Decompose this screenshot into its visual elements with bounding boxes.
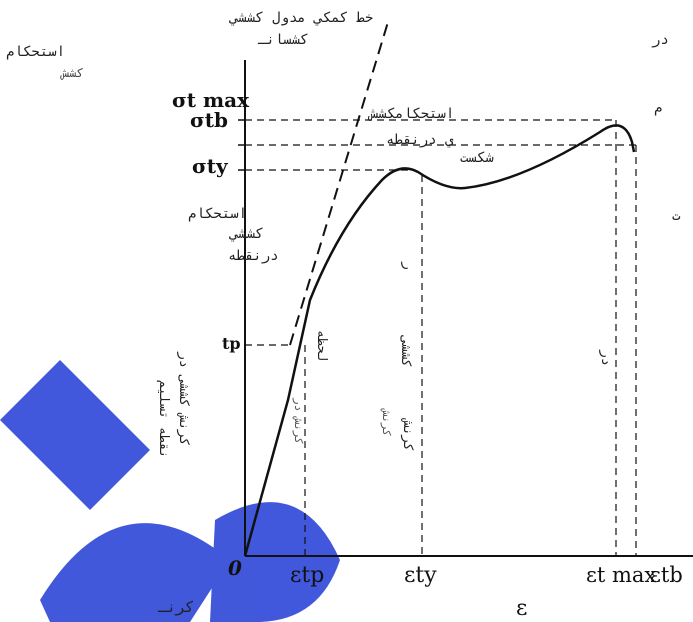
yield-strength-annotation-3: درنقطه xyxy=(228,248,279,264)
bottom-left-annotation: کرنـ xyxy=(158,598,195,616)
watermark-stroke-2 xyxy=(40,523,230,622)
strength-at-break-annotation-2: ي درنقطه xyxy=(386,132,454,148)
vertical-text-5: کششی xyxy=(398,336,413,368)
tangent-line-annotation: خط کمکي مدول کششي xyxy=(230,10,374,26)
vertical-text-3: لحظه xyxy=(314,330,329,362)
watermark-stroke-1 xyxy=(0,360,150,510)
label-sigma-ty: σty xyxy=(192,154,228,178)
vertical-text-8: ر xyxy=(400,262,415,270)
tangent-line xyxy=(289,21,389,346)
strength-at-break-annotation-3: شکست xyxy=(460,150,494,166)
right-edge-text-mid: م xyxy=(654,100,663,116)
vertical-text-2: نقطه تسلیم xyxy=(156,380,171,459)
label-sigma-tb: σtb xyxy=(190,108,228,132)
stress-strain-curve xyxy=(243,124,636,557)
vertical-text-4: کرنش در xyxy=(292,398,305,445)
label-origin: 0 xyxy=(228,556,242,580)
label-sigma-t-max: σt max xyxy=(172,88,249,112)
label-eps-ty: εty xyxy=(404,563,437,588)
label-sigma-tp: tp xyxy=(222,334,241,353)
label-eps-t-max: εt max xyxy=(586,563,657,587)
right-edge-text-top: در xyxy=(652,32,669,48)
yield-strength-annotation: استحکام xyxy=(188,206,248,222)
right-edge-text-low: ت xyxy=(672,208,681,224)
tensile-strength-annotation-sub: کشش xyxy=(62,66,84,80)
strength-at-break-annotation: استحکامکشش xyxy=(370,106,455,122)
label-eps-tp: εtp xyxy=(290,563,325,588)
tangent-line-annotation-sub: کشسانـ xyxy=(258,32,309,48)
vertical-text-9: در xyxy=(598,350,613,366)
watermark-stroke-3 xyxy=(210,502,340,622)
label-eps-tb: εtb xyxy=(650,563,683,587)
tensile-strength-annotation: استحکام xyxy=(6,44,66,60)
label-eps-axis: ε xyxy=(516,596,528,621)
vertical-text-6: کرنش xyxy=(400,420,415,452)
yield-strength-annotation-2: کششي xyxy=(230,226,264,242)
vertical-text-7: کرنش xyxy=(380,410,393,437)
vertical-text-1: کرنش کششی در xyxy=(176,352,191,446)
watermark xyxy=(0,360,340,622)
